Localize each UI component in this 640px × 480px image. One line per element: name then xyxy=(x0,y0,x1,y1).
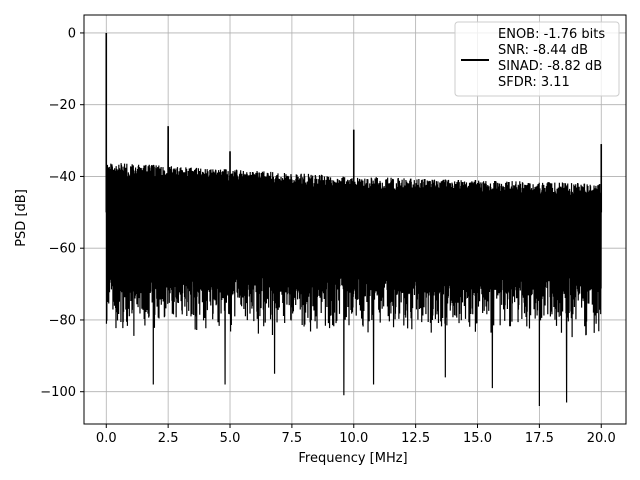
plot-area xyxy=(105,32,603,407)
x-tick-label: 7.5 xyxy=(282,431,303,446)
x-tick-label: 10.0 xyxy=(339,431,368,446)
y-tick-label: −100 xyxy=(40,385,76,400)
legend-label-line: ENOB: -1.76 bits xyxy=(498,27,605,42)
legend: ENOB: -1.76 bits SNR: -8.44 dB SINAD: -8.8… xyxy=(454,21,620,97)
y-tick-label: −20 xyxy=(49,98,76,113)
y-tick-label: −80 xyxy=(49,313,76,328)
plot-frame xyxy=(83,14,627,425)
x-tick-label: 0.0 xyxy=(96,431,117,446)
axes: 0.0 2.5 5.0 7.5 10.0 12.5 15.0 17.5 20.0 0 −20 −40 −… xyxy=(40,14,627,446)
legend-label-line: SINAD: -8.82 dB xyxy=(498,59,602,74)
legend-label-line: SNR: -8.44 dB xyxy=(498,43,588,58)
y-tick-label: −40 xyxy=(49,170,76,185)
legend-label: ENOB: -1.76 bits SNR: -8.44 dB SINAD: -8.8… xyxy=(498,27,605,90)
x-axis-title: Frequency [MHz] xyxy=(298,451,407,466)
y-tick-label: 0 xyxy=(68,26,76,41)
x-tick-label: 17.5 xyxy=(525,431,554,446)
x-tick-label: 15.0 xyxy=(463,431,492,446)
legend-label-line: SFDR: 3.11 xyxy=(498,75,570,90)
y-tick-label: −60 xyxy=(49,242,76,257)
x-tick-label: 2.5 xyxy=(158,431,179,446)
legend-box xyxy=(454,21,620,97)
x-tick-label: 12.5 xyxy=(401,431,430,446)
x-tick-label: 5.0 xyxy=(220,431,241,446)
y-axis-title: PSD [dB] xyxy=(14,189,29,247)
x-tick-label: 20.0 xyxy=(587,431,616,446)
